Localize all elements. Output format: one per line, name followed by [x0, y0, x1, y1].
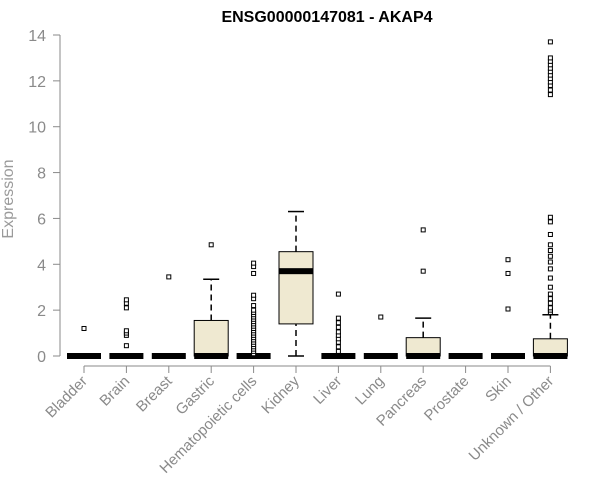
median-line: [363, 353, 398, 359]
median-line: [533, 353, 568, 359]
outlier-point: [547, 296, 553, 302]
outlier-point: [547, 253, 553, 259]
outlier-point: [335, 348, 341, 354]
outlier-point: [251, 303, 257, 309]
outlier-point: [547, 291, 553, 297]
outlier-point: [547, 266, 553, 272]
median-line: [194, 353, 229, 359]
outlier-point: [123, 297, 129, 303]
box-group: [236, 260, 271, 359]
outlier-point: [123, 343, 129, 349]
plot-area: [67, 39, 568, 359]
outlier-point: [251, 292, 257, 298]
y-tick-label: 10: [28, 120, 46, 137]
outlier-point: [547, 300, 553, 306]
y-tick-label: 2: [37, 303, 46, 320]
x-tick-label: Kidney: [258, 372, 303, 417]
outlier-point: [547, 39, 553, 45]
y-tick-label: 6: [37, 211, 46, 228]
outlier-point: [547, 248, 553, 254]
outlier-point: [251, 307, 257, 313]
box-group: [405, 227, 441, 359]
median-line: [109, 353, 144, 359]
box-group: [193, 242, 229, 359]
median-line: [67, 353, 101, 359]
box-group: [109, 297, 144, 359]
median-line: [491, 353, 525, 359]
outlier-point: [378, 314, 384, 320]
outlier-point: [251, 270, 257, 276]
x-tick-label: Prostate: [421, 373, 473, 425]
box-group: [448, 353, 483, 359]
x-tick-label: Lung: [352, 373, 388, 409]
outlier-point: [335, 320, 341, 326]
outlier-point: [505, 306, 511, 312]
outlier-point: [335, 324, 341, 330]
outlier-point: [251, 260, 257, 266]
box-group: [67, 325, 101, 359]
box-body: [278, 251, 314, 325]
box-group: [491, 257, 525, 359]
x-tick-label: Bladder: [42, 373, 91, 422]
box-group: [321, 291, 356, 359]
outlier-point: [547, 231, 553, 237]
chart-title: ENSG00000147081 - AKAP4: [221, 9, 432, 26]
y-axis-label: Expression: [0, 159, 17, 238]
outlier-point: [547, 242, 553, 248]
median-line: [321, 353, 356, 359]
outlier-point: [505, 270, 511, 276]
outlier-point: [547, 275, 553, 281]
y-tick-label: 4: [37, 257, 46, 274]
outlier-point: [547, 284, 553, 290]
box-group: [363, 314, 398, 359]
y-tick-label: 8: [37, 166, 46, 183]
y-tick-label: 14: [28, 28, 46, 45]
x-tick-label: Breast: [133, 372, 176, 415]
box-body: [193, 319, 229, 357]
x-tick-label: Skin: [482, 373, 515, 406]
median-line: [406, 353, 441, 359]
median-line: [151, 353, 186, 359]
outlier-point: [335, 291, 341, 297]
outlier-point: [547, 55, 553, 61]
outlier-point: [208, 242, 214, 248]
outlier-point: [547, 219, 553, 225]
box-group: [151, 274, 186, 359]
x-tick-label: Liver: [310, 373, 345, 408]
outlier-point: [166, 274, 172, 280]
outlier-point: [547, 214, 553, 220]
y-tick-label: 12: [28, 74, 46, 91]
outlier-point: [547, 305, 553, 311]
outlier-point: [123, 328, 129, 334]
outlier-point: [505, 257, 511, 263]
outlier-point: [547, 87, 553, 93]
outlier-point: [335, 329, 341, 335]
outlier-point: [335, 344, 341, 350]
median-line: [448, 353, 483, 359]
outlier-point: [81, 325, 87, 331]
median-line: [279, 268, 313, 275]
outlier-point: [547, 259, 553, 265]
x-tick-label: Brain: [96, 373, 133, 410]
outlier-point: [123, 305, 129, 311]
box-group: [278, 210, 314, 357]
box-group: [532, 39, 568, 359]
outlier-point: [420, 268, 426, 274]
y-axis: 0 2 4 6 8 10 12 14: [28, 28, 61, 366]
outlier-point: [420, 227, 426, 233]
outlier-point: [335, 315, 341, 321]
y-tick-label: 0: [37, 349, 46, 366]
outlier-point: [547, 92, 553, 98]
